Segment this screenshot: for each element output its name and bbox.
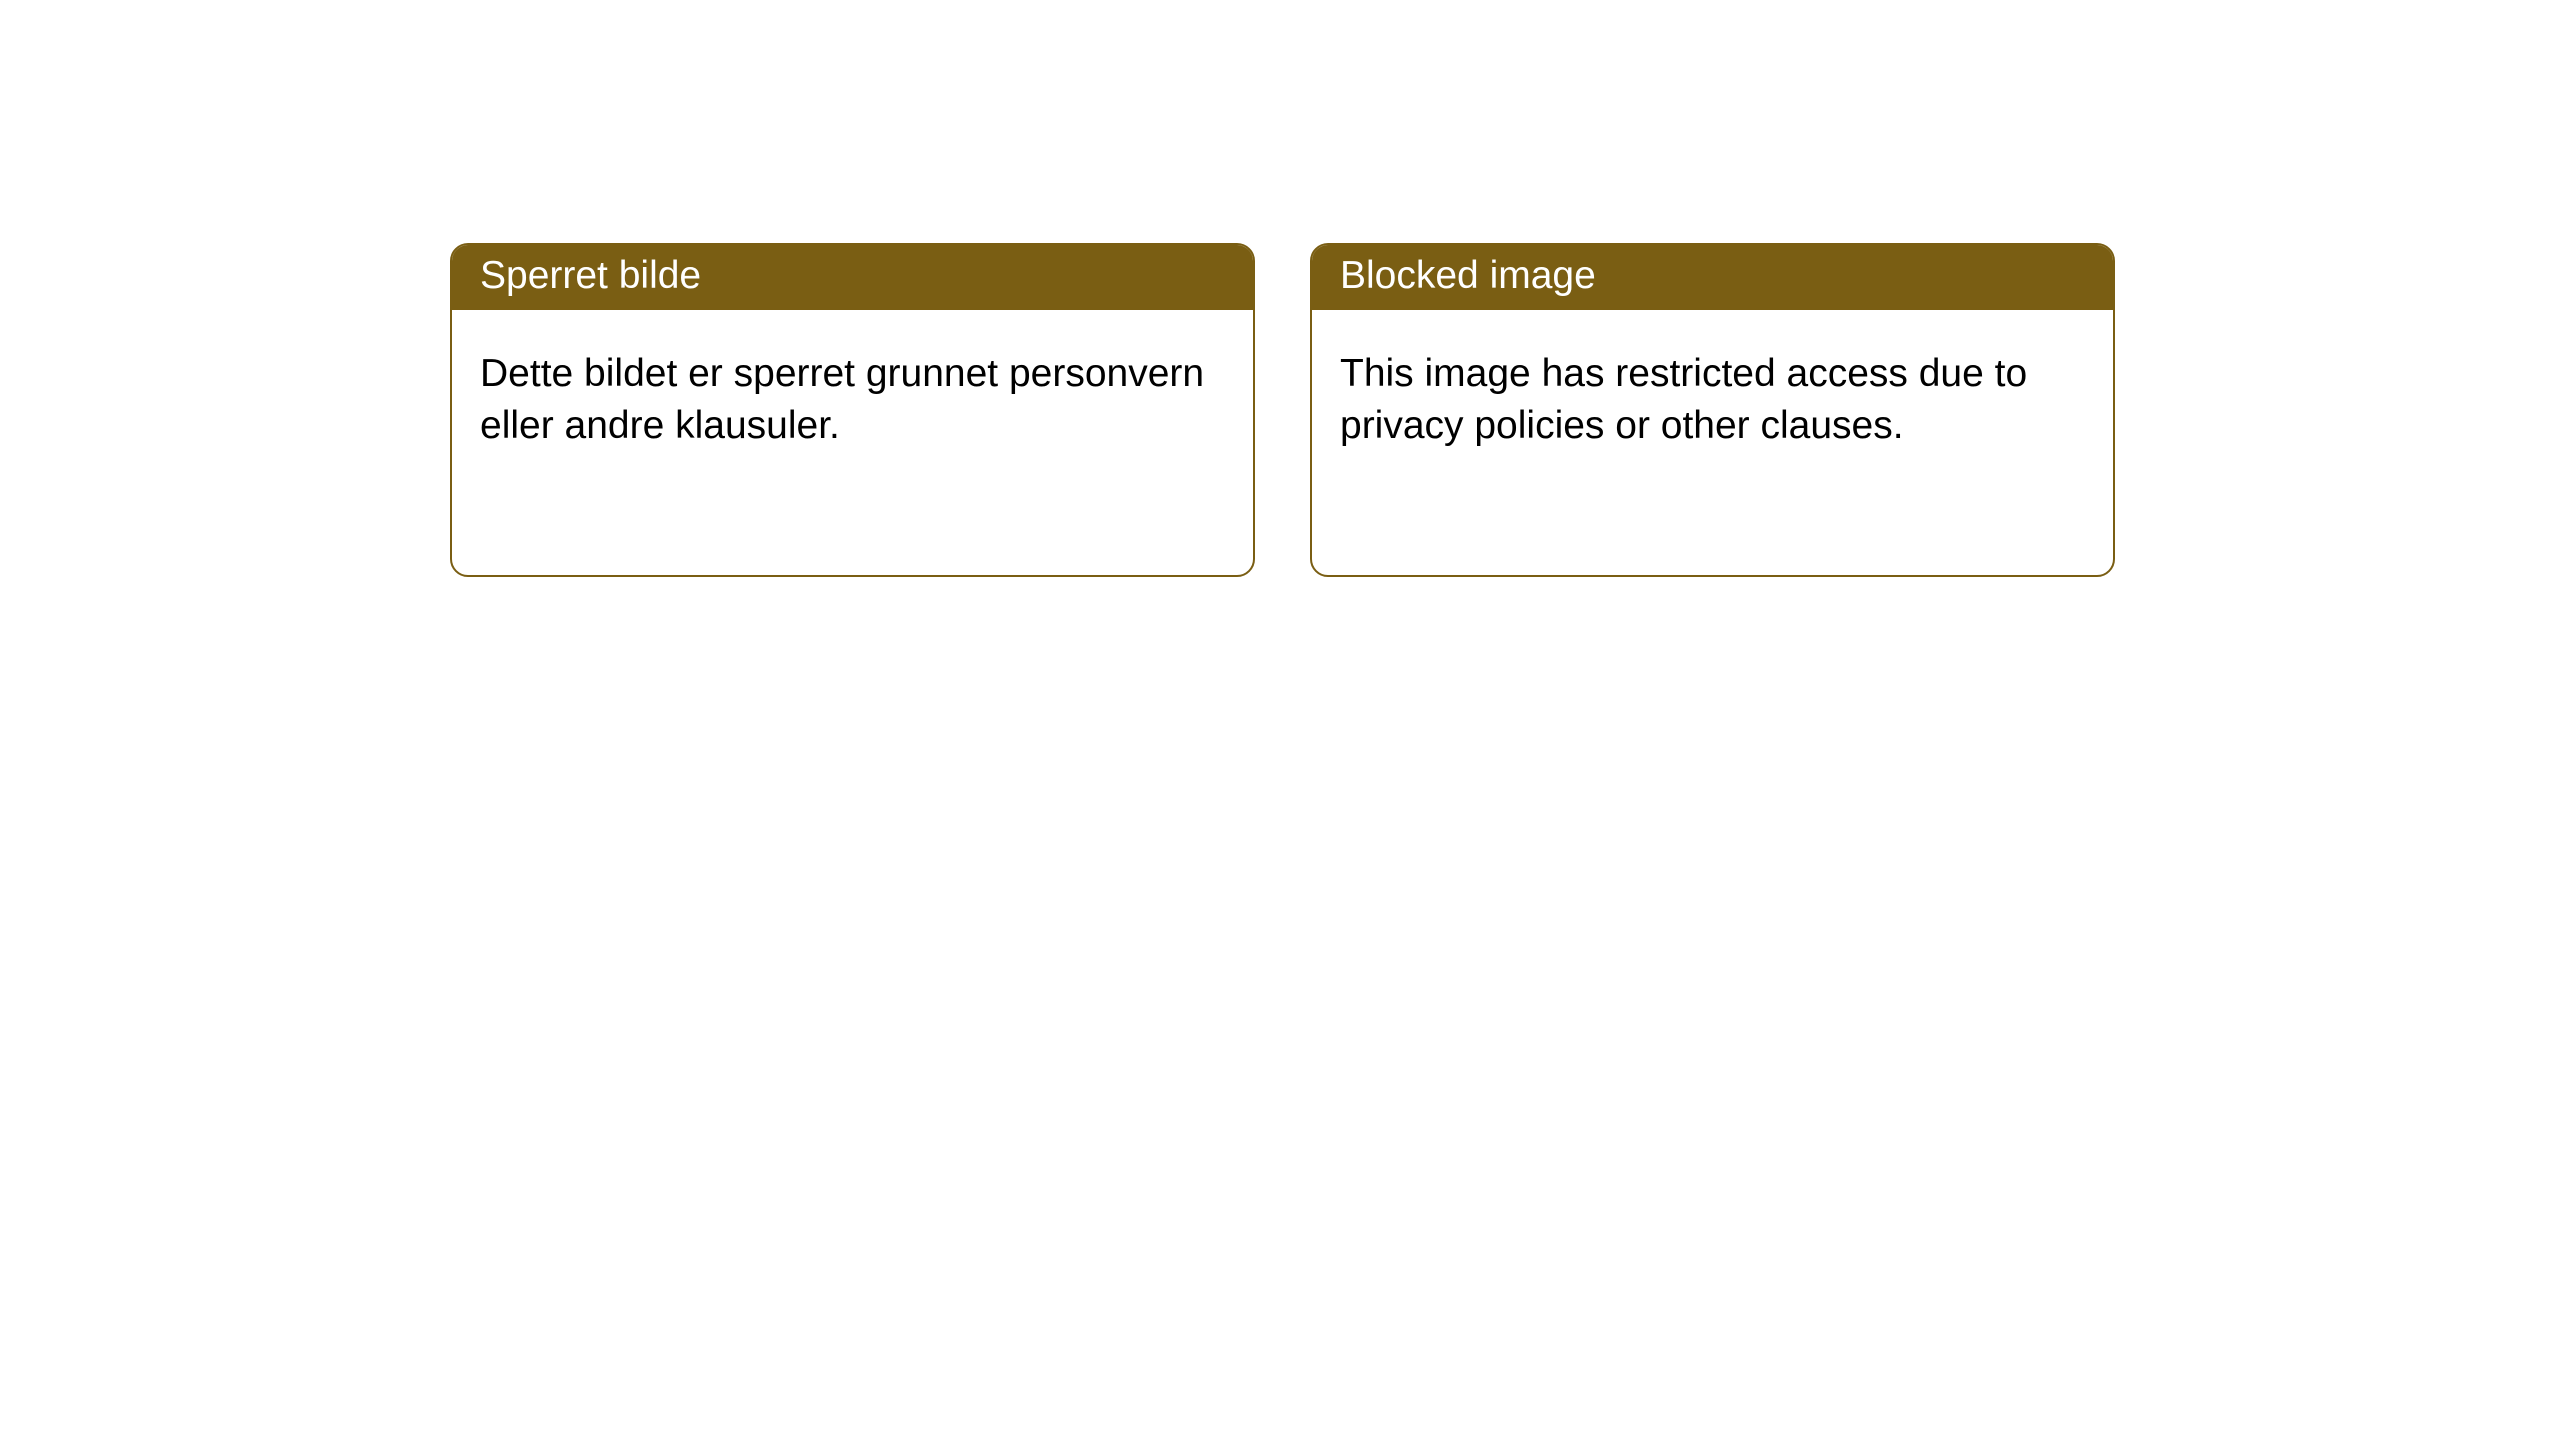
notice-body: Dette bildet er sperret grunnet personve…	[452, 310, 1253, 491]
notice-card-english: Blocked image This image has restricted …	[1310, 243, 2115, 577]
notice-container: Sperret bilde Dette bildet er sperret gr…	[0, 0, 2560, 577]
notice-header: Blocked image	[1312, 245, 2113, 310]
notice-header: Sperret bilde	[452, 245, 1253, 310]
notice-card-norwegian: Sperret bilde Dette bildet er sperret gr…	[450, 243, 1255, 577]
notice-body: This image has restricted access due to …	[1312, 310, 2113, 491]
